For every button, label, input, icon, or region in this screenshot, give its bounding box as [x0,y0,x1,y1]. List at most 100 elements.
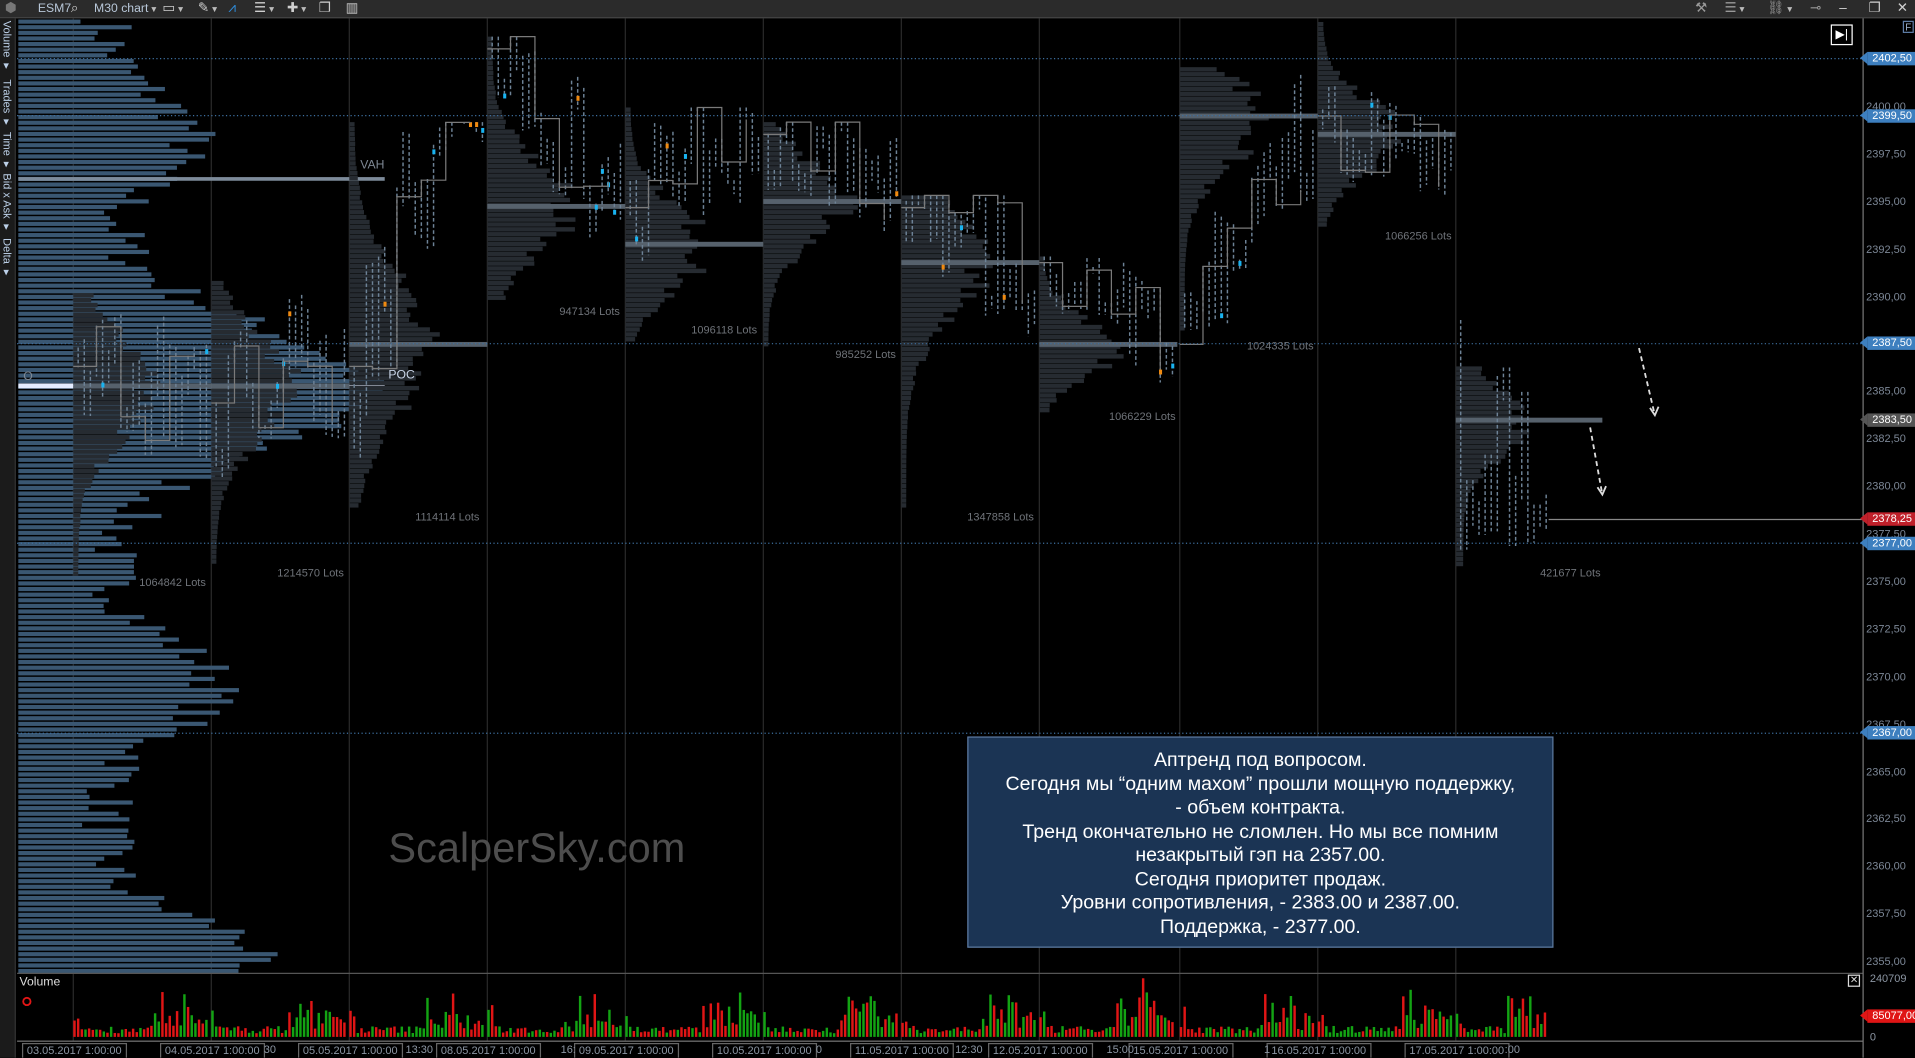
tools-icon[interactable]: ⚒ [1695,1,1708,16]
session-profile-bar [73,346,123,352]
price-marker: 2378,25 [1860,512,1915,527]
session-profile-bar [1455,498,1469,503]
cluster-highlight [959,225,964,231]
link-icon[interactable]: ⛓▼ [1767,1,1794,16]
list-icon[interactable]: ☰▼ [1724,1,1747,16]
session-profile-bar [1039,359,1098,364]
close-icon[interactable]: ✕ [1896,1,1908,16]
scroll-to-end-button[interactable]: ▶| [1830,24,1853,46]
volume-bar [385,1027,389,1037]
session-profile-bar [1039,266,1046,271]
crosshair-icon[interactable]: ✚▼ [287,1,308,16]
session-profile-bar [901,293,977,298]
side-tab-delta[interactable]: Delta ▾ [1,238,14,280]
cluster-highlight [205,349,209,354]
profile-bar [18,70,132,75]
session-profile-bar [1179,174,1220,180]
volume-bar [1007,995,1011,1037]
profile-bar [18,103,182,108]
session-profile-bar [349,434,380,440]
fit-button[interactable]: F [1902,20,1914,33]
session-profile-bar [1179,86,1233,92]
side-tab-volume[interactable]: Volume ▾ [1,20,14,73]
cluster-highlight [576,95,580,101]
side-tab-bid-ask[interactable]: Bid x Ask ▾ [1,173,14,234]
session-profile-bar [211,456,249,462]
volume-bar [1198,1027,1201,1037]
chart-type-dropdown[interactable]: M30 chart▼ [94,1,158,17]
monitor-icon[interactable]: ▭▼ [162,1,185,16]
session-profile-bar [763,170,816,176]
volume-bar [1317,1021,1321,1037]
session-profile-bar [1317,173,1363,178]
session-profile-bar [487,261,535,266]
volume-bar [1160,1015,1163,1037]
restore-icon[interactable]: ❐ [1868,1,1881,16]
volume-bar [985,1025,989,1037]
profile-bar [18,895,165,901]
window-icon[interactable]: ❐ [318,1,331,16]
volume-bar [400,1026,404,1037]
session-profile-bar [1179,252,1186,258]
volume-panel-close-button[interactable]: ✕ [1847,974,1861,987]
session-profile-bar [1039,285,1050,291]
profile-bar [18,912,193,917]
session-profile-bar [1455,444,1509,449]
time-axis[interactable] [17,1040,1863,1058]
session-profile-bar [349,425,386,430]
volume-bar [821,1030,825,1037]
profile-bar [18,654,180,659]
profile-bar [18,536,117,541]
session-profile-bar [1455,464,1488,469]
symbol-selector[interactable]: ESM7 [37,2,72,16]
arrow-head-icon [1649,406,1660,418]
side-tab-time[interactable]: Time ▾ [1,131,14,172]
search-icon[interactable]: ⌕ [70,1,79,16]
session-profile-bar [625,219,706,225]
session-profile-bar [73,297,92,303]
session-profile-bar [1455,385,1493,391]
price-tick: 2370,00 [1866,670,1906,683]
lots-label: 1024335 Lots [1246,339,1314,352]
volume-bar [509,1027,512,1037]
profile-bar [18,710,220,715]
indicators-icon[interactable]: ☰▼ [254,1,276,16]
session-profile-bar [901,366,916,371]
session-profile-bar [763,136,783,142]
session-profile-bar [211,486,228,491]
pin-icon[interactable]: ⊸ [1809,1,1822,16]
side-tab-trades[interactable]: Trades ▾ [1,79,14,129]
session-profile-bar [1317,109,1395,115]
session-profile-bar [211,378,292,384]
session-profile-bar [901,400,911,405]
volume-bar [1455,1013,1459,1037]
session-profile-bar [487,280,514,286]
session-profile-bar [73,508,81,513]
session-profile-bar [1179,306,1185,311]
profile-bar [18,249,150,255]
session-profile-bar [1179,287,1185,292]
session-profile-bar [1455,532,1464,537]
profile-bar [18,744,134,749]
pencil-icon[interactable]: ✎▼ [197,1,219,16]
profile-bar [18,53,108,58]
step-line [73,326,195,441]
session-profile-bar [73,493,84,498]
volume-bar [1325,1026,1328,1037]
session-profile-bar [73,439,126,445]
volume-bar [658,1030,661,1037]
volume-bar [698,1032,702,1037]
layout-icon[interactable]: ▥ [345,1,359,16]
profile-bar [18,446,267,451]
volume-bar [1108,1026,1112,1037]
session-profile-bar [73,425,131,430]
session-profile-bar [73,459,109,464]
volume-bar [328,1011,331,1037]
chart-line-icon[interactable]: ⩘ [228,1,236,16]
session-profile-bar [763,195,858,200]
side-tabs: Volume ▾ Trades ▾ Time ▾ Bid x Ask ▾ Del… [0,18,16,1058]
session-profile-bar [211,481,229,486]
session-profile-bar [1317,119,1379,125]
minimize-icon[interactable]: – [1839,1,1847,16]
